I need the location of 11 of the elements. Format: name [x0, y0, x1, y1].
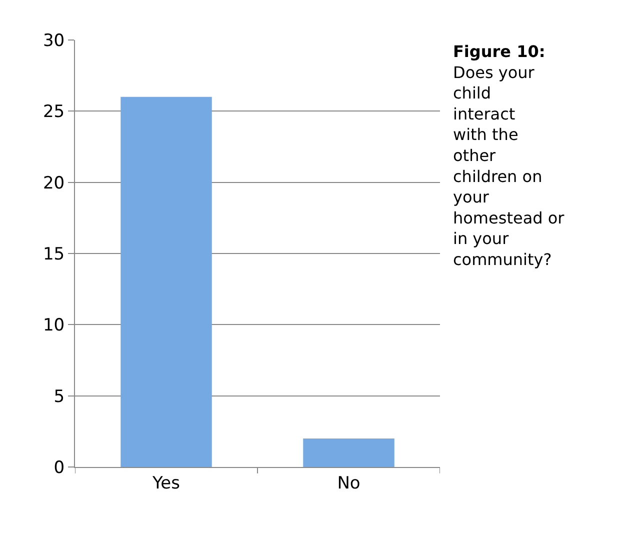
x-tick-label: No	[337, 473, 360, 494]
y-tick-label: 10	[42, 316, 65, 336]
y-tick-label: 15	[42, 244, 65, 264]
text: Figure 10:	[453, 42, 546, 61]
y-tick-label: 30	[42, 30, 65, 51]
y-tick-label: 20	[42, 173, 65, 194]
y-tick-label: 25	[42, 102, 65, 122]
y-tick-label: 0	[54, 458, 65, 478]
text: Does your child interact with the other children on your homestead or in your community?	[453, 62, 564, 269]
y-tick-label: 5	[54, 386, 65, 407]
x-tick-label: Yes	[152, 473, 180, 494]
